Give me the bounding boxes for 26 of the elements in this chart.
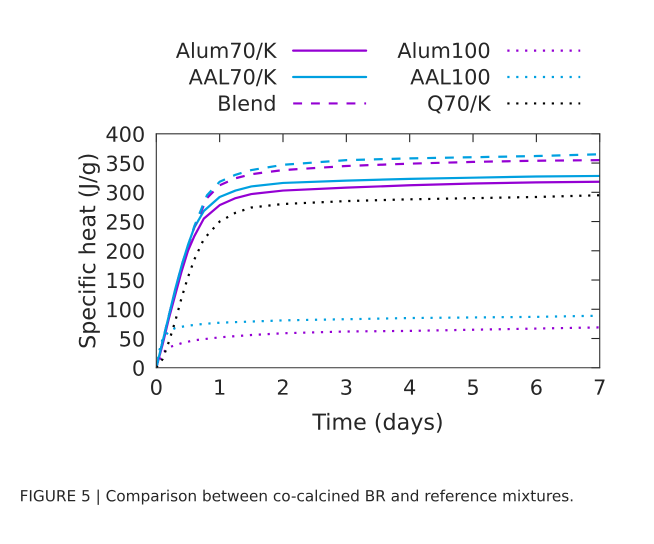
y-axis-title: Specific heat (J/g) <box>78 154 100 348</box>
y-tick-label: 200 <box>106 243 144 259</box>
y-tick-label: 400 <box>106 126 144 142</box>
legend-label: Q70/K <box>428 95 492 114</box>
x-tick-label: 6 <box>531 379 542 395</box>
legend-label: Alum100 <box>398 42 490 58</box>
x-axis-title: Time (days) <box>312 412 442 434</box>
x-tick-label: 0 <box>151 379 162 395</box>
y-tick-label: 150 <box>108 272 144 288</box>
x-tick-label: 5 <box>468 379 478 395</box>
y-tick-label: 50 <box>120 330 144 347</box>
y-tick-label: 250 <box>106 214 144 230</box>
x-tick-label: 7 <box>594 379 605 395</box>
y-tick-label: 350 <box>107 156 144 172</box>
x-tick-label: 1 <box>215 379 224 395</box>
legend-label: AAL70/K <box>188 68 277 86</box>
x-tick-label: 4 <box>404 379 416 395</box>
y-tick-label: 300 <box>107 184 144 201</box>
x-tick-label: 3 <box>341 379 352 395</box>
caption: FIGURE 5 | Comparison between co-calcined BR and reference mixtures. <box>21 490 572 505</box>
y-tick-label: 100 <box>108 302 144 318</box>
y-tick-label: 0 <box>133 360 144 376</box>
legend-label: AAL100 <box>410 68 490 85</box>
legend-label: Blend <box>219 94 275 112</box>
x-tick-label: 2 <box>278 379 288 395</box>
legend-label: Alum70/K <box>176 42 277 60</box>
